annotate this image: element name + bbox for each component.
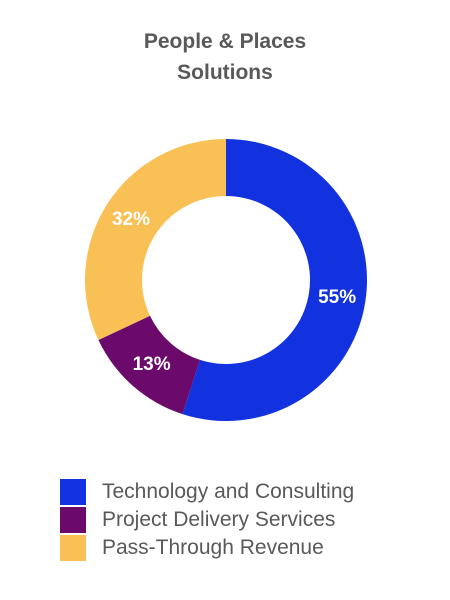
slice-project-delivery bbox=[98, 315, 201, 415]
legend-swatch-pass-through bbox=[60, 535, 86, 561]
legend-label-project-delivery: Project Delivery Services bbox=[102, 508, 336, 531]
slice-label-pass-through: 32% bbox=[112, 209, 150, 230]
legend-item-project-delivery: Project Delivery Services bbox=[60, 506, 354, 534]
chart-title-line-2: Solutions bbox=[177, 61, 273, 84]
slice-label-technology: 55% bbox=[318, 287, 356, 308]
slice-technology bbox=[182, 139, 368, 421]
chart-title: People & Places Solutions bbox=[0, 26, 450, 88]
legend-item-technology: Technology and Consulting bbox=[60, 478, 354, 506]
legend-label-pass-through: Pass-Through Revenue bbox=[102, 536, 324, 559]
legend: Technology and Consulting Project Delive… bbox=[60, 478, 354, 562]
legend-label-technology: Technology and Consulting bbox=[102, 480, 355, 503]
slice-pass-through bbox=[84, 138, 226, 341]
legend-swatch-technology bbox=[60, 479, 86, 505]
slice-label-project-delivery: 13% bbox=[133, 354, 171, 375]
legend-item-pass-through: Pass-Through Revenue bbox=[60, 534, 354, 562]
legend-swatch-project-delivery bbox=[60, 507, 86, 533]
chart-title-line-1: People & Places bbox=[143, 30, 307, 53]
